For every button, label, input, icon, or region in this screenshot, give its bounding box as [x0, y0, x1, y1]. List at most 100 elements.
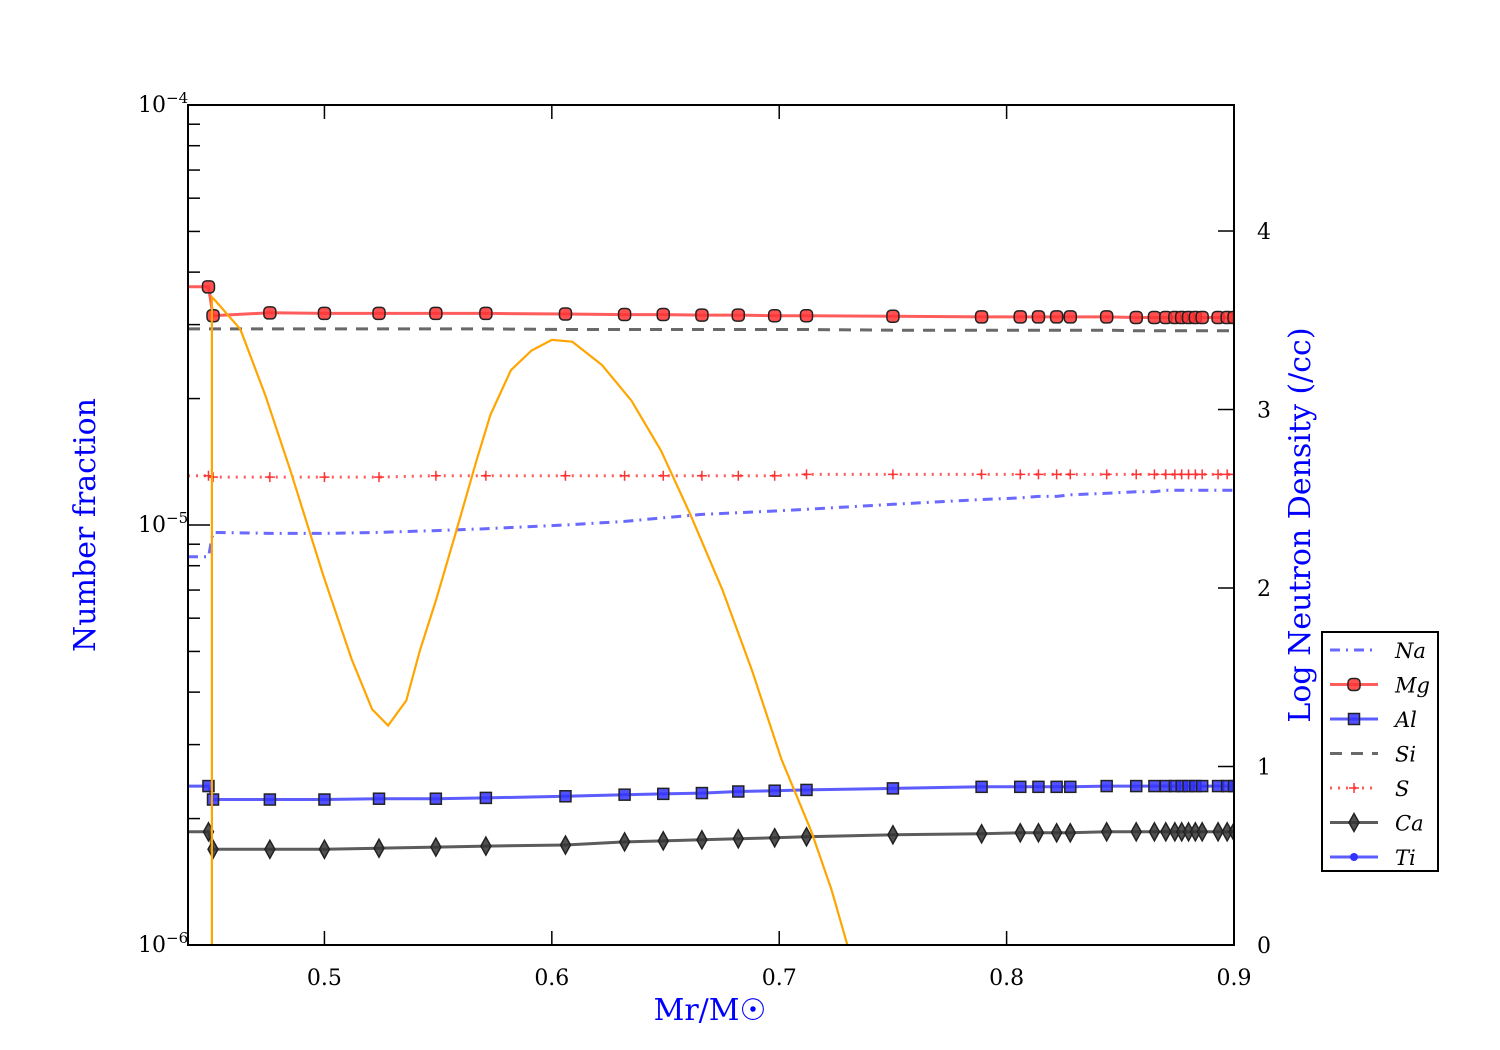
data-point-s [801, 469, 812, 480]
data-point-s [1033, 469, 1044, 480]
data-point-s [208, 472, 219, 483]
series-line-si [188, 327, 1234, 333]
data-point-mg [1013, 310, 1028, 324]
y2-tick-label: 0 [1257, 934, 1271, 959]
x-axis-title: Mr/M☉ [654, 993, 767, 1028]
y-axis-title: Number fraction [68, 398, 103, 652]
legend-label: S [1395, 777, 1409, 801]
ticks-layer: 0.5 0.6 0.7 0.8 0.9 10−6 10−5 10−4 0 1 2 3 4 [138, 89, 1271, 991]
data-point-al [202, 779, 215, 793]
data-point-al [559, 790, 572, 803]
legend-marker [1348, 811, 1360, 834]
y2-tick-label: 1 [1257, 756, 1271, 781]
legend-item-s: S [1330, 777, 1409, 801]
data-point-al [1148, 779, 1161, 793]
data-point-s [1131, 469, 1142, 480]
data-point-ca [318, 838, 331, 860]
legend-marker [1347, 677, 1361, 692]
data-point-ca [768, 827, 781, 849]
data-point-al [429, 792, 443, 805]
data-point-ca [800, 826, 813, 848]
data-point-ca [1130, 821, 1143, 843]
legend-label: Na [1394, 639, 1426, 663]
data-point-al [372, 792, 386, 805]
y-tick-label: 10−6 [138, 929, 188, 958]
series-line-s [188, 472, 1234, 479]
data-point-ca [618, 831, 631, 853]
data-point-al [1129, 779, 1143, 793]
x-tick-label: 0.6 [534, 966, 569, 991]
data-point-s [374, 472, 385, 483]
data-point-mg [201, 280, 216, 294]
data-point-mg [429, 306, 443, 321]
data-point-ca [1228, 821, 1234, 843]
data-point-al [1195, 779, 1209, 793]
legend-item-si: Si [1330, 743, 1416, 767]
series-layer [188, 280, 1234, 945]
data-point-ca [1148, 821, 1161, 843]
legend-item-al: Al [1330, 708, 1417, 732]
data-point-mg [695, 308, 709, 322]
data-point-ca [1212, 821, 1224, 843]
data-point-mg [1031, 310, 1046, 324]
data-point-ca [373, 837, 385, 859]
data-point-ca [887, 824, 899, 846]
series-mg [188, 280, 1234, 325]
data-point-al [1064, 780, 1077, 794]
legend-label: Mg [1394, 674, 1430, 698]
data-point-ca [207, 838, 219, 860]
data-point-s [887, 469, 898, 480]
data-point-al [800, 783, 813, 797]
y-tick-label: 10−5 [138, 509, 188, 538]
data-point-al [656, 787, 670, 801]
data-point-ca [429, 836, 442, 858]
legend-label: Ca [1395, 812, 1424, 836]
x-tick-label: 0.8 [989, 966, 1024, 991]
neutron-density-line [210, 294, 849, 945]
y2-tick-label: 3 [1257, 399, 1271, 424]
data-point-ca [1159, 821, 1172, 843]
data-point-mg [617, 307, 632, 322]
legend: Na Mg Al Si S Ca Ti [1321, 631, 1439, 872]
data-point-ca [975, 823, 988, 845]
data-point-al [1032, 780, 1045, 794]
data-point-mg [372, 306, 386, 321]
data-point-mg [656, 307, 670, 322]
data-point-ca [1196, 821, 1209, 843]
data-point-ca [1050, 822, 1063, 844]
data-point-s [1015, 469, 1026, 480]
data-point-s [480, 470, 491, 481]
legend-marker [1349, 783, 1359, 793]
series-line-na [188, 488, 1234, 559]
data-point-s [1213, 469, 1224, 480]
legend-label: Al [1393, 708, 1417, 732]
data-point-al [975, 780, 988, 794]
data-point-mg [1049, 310, 1064, 324]
series-si [188, 327, 1234, 333]
plot-frame [187, 104, 1235, 946]
data-point-ca [1014, 822, 1027, 844]
data-point-mg [1227, 310, 1234, 325]
data-point-al [1227, 779, 1234, 793]
data-point-mg [558, 307, 573, 321]
data-point-ca [1064, 822, 1077, 844]
data-point-mg [263, 306, 277, 320]
data-point-s [1160, 469, 1171, 480]
data-point-s [264, 472, 275, 483]
data-point-ca [657, 830, 670, 852]
data-point-ca [696, 829, 708, 851]
x-tick-label: 0.9 [1217, 966, 1252, 991]
data-point-s [658, 470, 669, 481]
y2-axis-title: Log Neutron Density (/cc) [1283, 327, 1318, 722]
data-point-al [732, 785, 745, 798]
data-point-mg [479, 306, 493, 321]
series-na [188, 488, 1234, 559]
data-point-s [696, 470, 707, 481]
data-point-al [768, 784, 781, 797]
data-point-mg [974, 310, 989, 324]
data-point-al [318, 793, 331, 806]
data-point-s [560, 470, 571, 481]
legend-item-ca: Ca [1330, 812, 1424, 836]
data-point-mg [206, 308, 220, 323]
data-point-s [1229, 469, 1234, 480]
